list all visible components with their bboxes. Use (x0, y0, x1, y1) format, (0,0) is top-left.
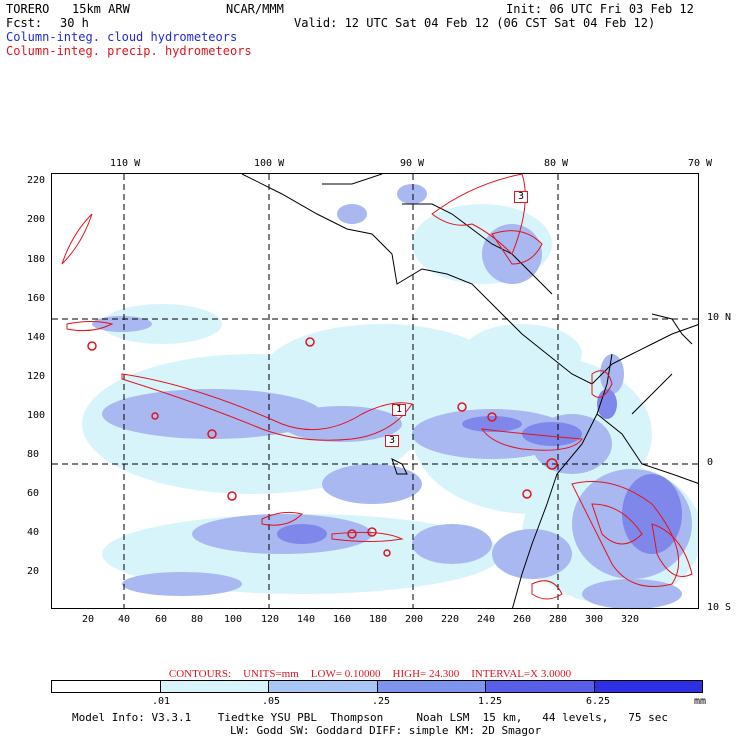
colorbar-segment (594, 681, 702, 692)
map-canvas (52, 174, 698, 608)
colorbar-segment (377, 681, 486, 692)
y-tick: 120 (27, 371, 46, 382)
model-name: TORERO (6, 2, 50, 16)
lon-label-100w: 100 W (254, 158, 285, 169)
colorbar-label: .25 (372, 696, 391, 707)
colorbar-segment (486, 681, 595, 692)
x-tick: 180 (369, 614, 388, 625)
valid-time: Valid: 12 UTC Sat 04 Feb 12 (06 CST Sat … (294, 16, 656, 30)
x-tick: 280 (549, 614, 568, 625)
model-resolution: 15km ARW (72, 2, 130, 16)
colorbar-segment (52, 681, 161, 692)
y-tick: 20 (27, 566, 40, 577)
field-cloud-hydrometeors: Column-integ. cloud hydrometeors (6, 30, 238, 44)
x-tick: 160 (333, 614, 352, 625)
x-tick: 260 (513, 614, 532, 625)
lat-label-10s: 10 S (707, 602, 732, 613)
lat-label-0: 0 (707, 457, 714, 468)
lon-label-80w: 80 W (544, 158, 569, 169)
x-tick: 220 (441, 614, 460, 625)
y-tick: 80 (27, 449, 40, 460)
colorbar-label: .05 (262, 696, 281, 707)
colorbar-units: mm (694, 696, 707, 707)
map-plot: 3 1 3 (51, 173, 699, 609)
model-info: Model Info: V3.3.1 Tiedtke YSU PBL Thomp… (72, 711, 669, 724)
y-tick: 140 (27, 332, 46, 343)
x-tick: 300 (585, 614, 604, 625)
colorbar-segment (269, 681, 378, 692)
model-physics: LW: Godd SW: Goddard DIFF: simple KM: 2D… (230, 724, 542, 737)
lon-label-70w: 70 W (688, 158, 713, 169)
contour-info-units: UNITS=mm (243, 668, 299, 680)
colorbar-label: .01 (152, 696, 171, 707)
x-tick: 80 (191, 614, 204, 625)
graticule (52, 174, 698, 608)
y-tick: 180 (27, 254, 46, 265)
init-time: Init: 06 UTC Fri 03 Feb 12 (506, 2, 694, 16)
x-tick: 60 (155, 614, 168, 625)
colorbar (51, 680, 703, 693)
y-tick: 200 (27, 214, 46, 225)
contour-info-label: CONTOURS: (168, 668, 232, 680)
precip-cells (87, 337, 558, 557)
contour-info-high: HIGH= 24.300 (392, 668, 460, 680)
y-tick: 100 (27, 410, 46, 421)
y-tick: 40 (27, 527, 40, 538)
colorbar-segment (160, 681, 269, 692)
contour-label: 3 (385, 435, 400, 447)
x-tick: 100 (224, 614, 243, 625)
field-precip-hydrometeors: Column-integ. precip. hydrometeors (6, 44, 252, 58)
y-tick: 220 (27, 175, 46, 186)
contour-info-low: LOW= 0.10000 (310, 668, 381, 680)
colorbar-label: 1.25 (478, 696, 503, 707)
contour-label: 1 (392, 404, 407, 416)
x-tick: 240 (477, 614, 496, 625)
colorbar-label: 6.25 (586, 696, 611, 707)
lat-label-10n: 10 N (707, 312, 732, 323)
x-tick: 120 (261, 614, 280, 625)
x-tick: 200 (405, 614, 424, 625)
contour-info: CONTOURS: UNITS=mm LOW= 0.10000 HIGH= 24.30… (0, 668, 740, 680)
lon-label-110w: 110 W (110, 158, 141, 169)
lon-label-90w: 90 W (400, 158, 425, 169)
x-tick: 320 (621, 614, 640, 625)
y-tick: 60 (27, 488, 40, 499)
contour-label: 3 (514, 191, 529, 203)
x-tick: 140 (297, 614, 316, 625)
y-tick: 160 (27, 293, 46, 304)
organization: NCAR/MMM (226, 2, 284, 16)
x-tick: 40 (118, 614, 131, 625)
x-tick: 20 (82, 614, 95, 625)
precip-contours (61, 174, 693, 600)
forecast-hours: 30 h (60, 16, 89, 30)
contour-info-interval: INTERVAL=X 3.0000 (471, 668, 572, 680)
forecast-label: Fcst: (6, 16, 43, 30)
